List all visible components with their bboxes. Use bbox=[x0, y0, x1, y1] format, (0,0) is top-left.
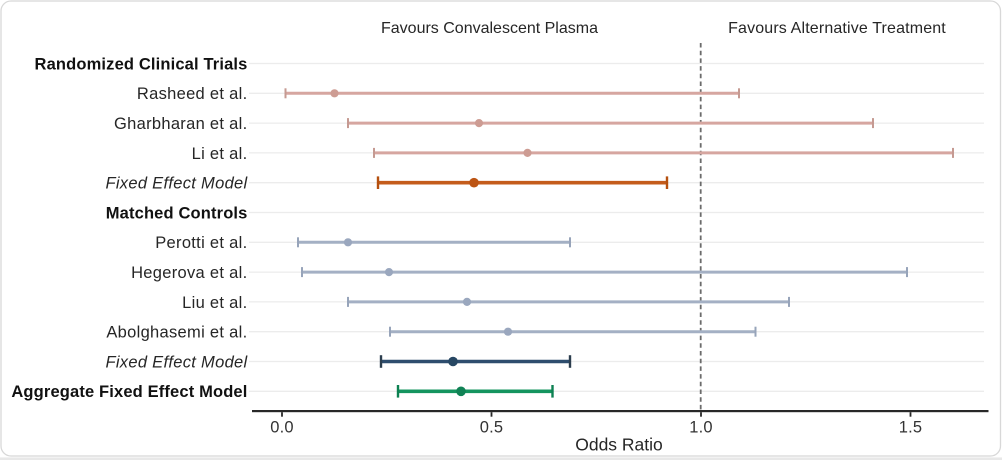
svg-text:Aggregate Fixed Effect Model: Aggregate Fixed Effect Model bbox=[11, 383, 247, 401]
svg-text:Favours Alternative Treatment: Favours Alternative Treatment bbox=[728, 20, 946, 37]
svg-text:Li et al.: Li et al. bbox=[192, 145, 248, 163]
svg-text:Odds Ratio: Odds Ratio bbox=[575, 435, 663, 455]
svg-text:0.5: 0.5 bbox=[480, 419, 504, 437]
svg-text:Matched Controls: Matched Controls bbox=[106, 204, 248, 222]
svg-text:Fixed Effect Model: Fixed Effect Model bbox=[105, 353, 248, 371]
svg-text:Liu et al.: Liu et al. bbox=[182, 294, 247, 312]
svg-text:Gharbharan et al.: Gharbharan et al. bbox=[114, 115, 248, 133]
svg-text:1.0: 1.0 bbox=[689, 419, 713, 437]
svg-text:Favours Convalescent Plasma: Favours Convalescent Plasma bbox=[381, 20, 598, 37]
svg-text:1.5: 1.5 bbox=[899, 419, 923, 437]
svg-text:Abolghasemi et al.: Abolghasemi et al. bbox=[106, 324, 247, 342]
svg-text:Rasheed et al.: Rasheed et al. bbox=[137, 85, 248, 103]
svg-text:0.0: 0.0 bbox=[270, 419, 294, 437]
svg-text:Randomized Clinical Trials: Randomized Clinical Trials bbox=[35, 55, 248, 73]
svg-text:Fixed Effect Model: Fixed Effect Model bbox=[105, 175, 248, 193]
svg-text:Perotti et al.: Perotti et al. bbox=[155, 234, 247, 252]
svg-text:Hegerova et al.: Hegerova et al. bbox=[131, 264, 247, 282]
